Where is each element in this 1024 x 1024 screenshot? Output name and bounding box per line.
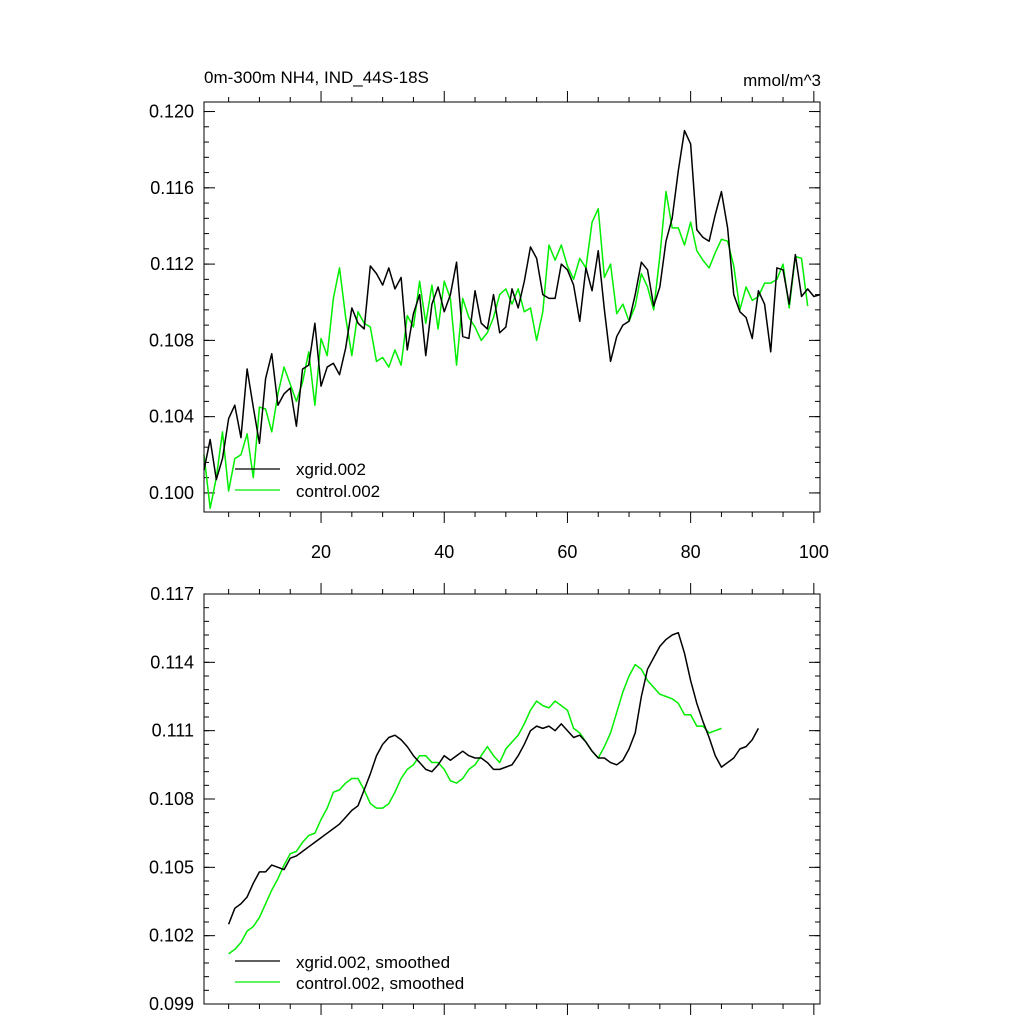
y-tick-label: 0.108 xyxy=(149,789,194,809)
x-tick-label: 80 xyxy=(681,542,701,562)
bottom-plot-frame xyxy=(203,593,821,1005)
legend-label-xgrid-smoothed: xgrid.002, smoothed xyxy=(296,953,450,972)
chart-title: 0m-300m NH4, IND_44S-18S xyxy=(204,68,429,87)
y-tick-label: 0.116 xyxy=(150,178,194,198)
bottom-legend: xgrid.002, smoothed control.002, smoothe… xyxy=(235,953,464,993)
y-tick-label: 0.114 xyxy=(150,652,194,672)
bottom-lines xyxy=(227,631,760,955)
y-tick-label: 0.102 xyxy=(149,926,194,946)
y-tick-label: 0.117 xyxy=(150,584,194,604)
legend-label-control: control.002 xyxy=(296,482,380,501)
top-series-line-control-002 xyxy=(203,190,809,509)
bottom-series-line-control-002-smoothed xyxy=(228,663,722,955)
x-tick-label: 60 xyxy=(557,542,577,562)
top-panel: 0m-300m NH4, IND_44S-18S mmol/m^3 0.1000… xyxy=(149,68,829,562)
x-tick-label: 40 xyxy=(434,542,454,562)
legend-label-xgrid: xgrid.002 xyxy=(296,460,366,479)
y-tick-label: 0.120 xyxy=(149,102,194,122)
top-ticks: 0.100 0.104 0.108 0.112 0.116 0.120 20 40 60 80 10… xyxy=(149,91,829,562)
x-tick-label: 20 xyxy=(311,542,331,562)
y-tick-label: 0.112 xyxy=(150,254,194,274)
x-tick-label: 100 xyxy=(799,542,829,562)
top-lines xyxy=(203,129,821,509)
units-label: mmol/m^3 xyxy=(743,71,821,90)
legend-label-control-smoothed: control.002, smoothed xyxy=(296,974,464,993)
y-tick-label: 0.111 xyxy=(152,721,194,741)
y-tick-label: 0.099 xyxy=(149,994,194,1014)
top-series-line-xgrid-002 xyxy=(203,129,821,481)
bottom-panel: 0.099 0.102 0.105 0.108 0.111 0.114 0.117 xgri… xyxy=(149,583,821,1015)
y-tick-label: 0.108 xyxy=(149,330,194,350)
y-tick-label: 0.100 xyxy=(149,483,194,503)
top-plot-frame xyxy=(203,101,821,513)
bottom-ticks: 0.099 0.102 0.105 0.108 0.111 0.114 0.117 xyxy=(149,583,820,1015)
top-legend: xgrid.002 control.002 xyxy=(235,460,380,501)
bottom-series-line-xgrid-002-smoothed xyxy=(227,631,760,925)
y-tick-label: 0.105 xyxy=(149,857,194,877)
y-tick-label: 0.104 xyxy=(149,407,194,427)
